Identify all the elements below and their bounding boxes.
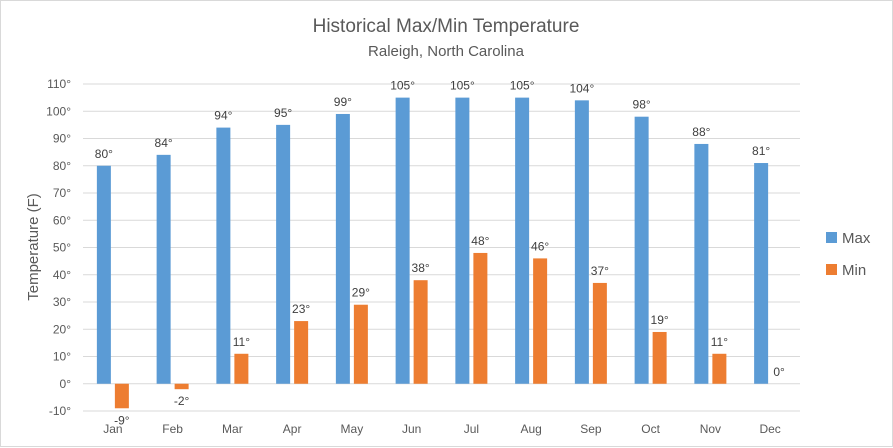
- bars: [96, 97, 769, 409]
- y-tick-label: 0°: [60, 377, 72, 391]
- data-label-max: 81°: [752, 144, 770, 158]
- data-label-min: 11°: [711, 335, 728, 349]
- data-label-max: 88°: [692, 125, 710, 139]
- bar-max: [574, 100, 589, 384]
- x-tick-label: Apr: [283, 422, 302, 436]
- x-axis-ticks: Jan Feb Mar Apr May Jun Jul Aug Sep Oct Nov Dec: [103, 422, 781, 436]
- bar-min: [413, 280, 428, 384]
- bar-min: [592, 282, 607, 384]
- bar-min: [533, 258, 548, 384]
- data-label-max: 105°: [510, 79, 535, 93]
- y-tick-label: 60°: [53, 213, 71, 227]
- data-label-max: 105°: [450, 79, 475, 93]
- data-label-min: 37°: [591, 264, 609, 278]
- data-label-max: 95°: [274, 106, 292, 120]
- data-label-max: 105°: [390, 79, 415, 93]
- y-tick-label: 70°: [53, 186, 71, 200]
- legend-label-max: Max: [842, 230, 871, 247]
- data-label-min: 29°: [352, 286, 370, 300]
- data-label-max: 98°: [633, 98, 651, 112]
- bar-max: [634, 116, 649, 384]
- y-tick-label: 30°: [53, 295, 71, 309]
- x-tick-label: Sep: [580, 422, 602, 436]
- y-tick-label: 100°: [46, 104, 71, 118]
- data-labels: 80° -9° 84° -2° 94° 11° 95° 23° 99° 29° 105° 38° 105…: [95, 79, 785, 428]
- bar-max: [156, 154, 171, 384]
- y-tick-label: 40°: [53, 268, 71, 282]
- legend-label-min: Min: [842, 262, 866, 279]
- bar-min: [294, 321, 309, 384]
- legend-swatch-max: [826, 232, 837, 243]
- legend-swatch-min: [826, 264, 837, 275]
- bar-max: [276, 124, 291, 384]
- bar-min: [234, 353, 249, 384]
- x-tick-label: Nov: [700, 422, 721, 436]
- bar-max: [216, 127, 231, 384]
- y-axis-label: Temperature (F): [25, 193, 42, 301]
- y-tick-label: 20°: [53, 322, 71, 336]
- x-tick-label: Aug: [520, 422, 541, 436]
- chart-subtitle: Raleigh, North Carolina: [368, 43, 525, 60]
- x-tick-label: Jul: [464, 422, 479, 436]
- bar-min: [473, 252, 488, 384]
- data-label-min: 0°: [773, 365, 785, 379]
- data-label-min: 11°: [233, 335, 250, 349]
- data-label-max: 99°: [334, 95, 352, 109]
- data-label-min: 23°: [292, 302, 310, 316]
- data-label-min: -2°: [174, 394, 190, 408]
- y-tick-label: 80°: [53, 159, 71, 173]
- data-label-min: 46°: [531, 239, 549, 253]
- bar-max: [754, 163, 769, 384]
- x-tick-label: Dec: [759, 422, 780, 436]
- x-tick-label: Feb: [162, 422, 183, 436]
- y-tick-label: 50°: [53, 241, 71, 255]
- bar-max: [515, 97, 530, 384]
- x-tick-label: Oct: [641, 422, 660, 436]
- bar-max: [335, 113, 350, 384]
- chart-title: Historical Max/Min Temperature: [313, 16, 580, 37]
- bar-min: [712, 353, 727, 384]
- y-tick-label: -10°: [49, 404, 71, 418]
- x-tick-label: May: [341, 422, 364, 436]
- data-label-min: 19°: [651, 313, 669, 327]
- data-label-min: 48°: [471, 234, 489, 248]
- gridlines: [83, 83, 800, 412]
- legend: Max Min: [826, 230, 871, 279]
- data-label-max: 84°: [155, 136, 173, 150]
- bar-min: [114, 383, 129, 409]
- x-tick-label: Jan: [103, 422, 122, 436]
- y-axis-ticks: -10° 0° 10° 20° 30° 40° 50° 60° 70° 80° 90° 100° 110…: [46, 77, 71, 418]
- y-tick-label: 90°: [53, 132, 71, 146]
- data-label-min: 38°: [412, 261, 430, 275]
- bar-max: [395, 97, 410, 384]
- bar-max: [455, 97, 470, 384]
- data-label-max: 94°: [214, 109, 232, 123]
- y-tick-label: 110°: [47, 77, 71, 91]
- x-tick-label: Jun: [402, 422, 421, 436]
- bar-min: [174, 383, 189, 390]
- data-label-min: -9°: [114, 413, 130, 427]
- data-label-max: 104°: [569, 81, 594, 95]
- bar-min: [353, 304, 368, 384]
- x-tick-label: Mar: [222, 422, 243, 436]
- data-label-max: 80°: [95, 147, 113, 161]
- bar-max: [694, 143, 709, 384]
- bar-min: [652, 331, 667, 384]
- bar-max: [96, 165, 111, 384]
- y-tick-label: 10°: [53, 350, 71, 364]
